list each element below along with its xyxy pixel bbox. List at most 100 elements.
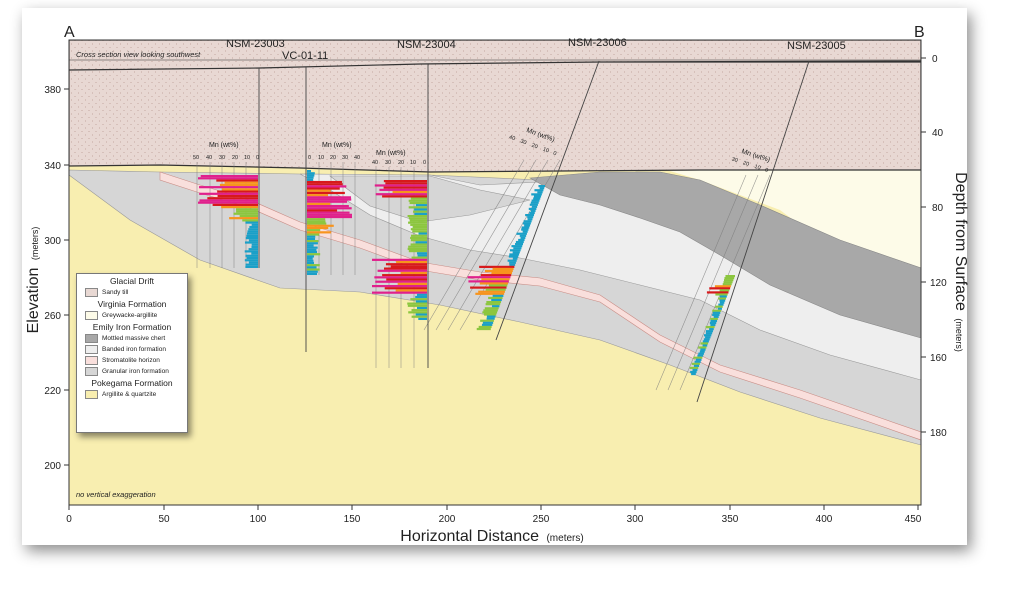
mn-bar-vc-01-11 (307, 205, 349, 208)
mn-bar-nsm-23005 (703, 338, 710, 341)
mn-bar-vc-01-11 (307, 198, 352, 201)
x-tick-250: 250 (533, 514, 550, 525)
mn-bar-nsm-23004 (407, 215, 427, 218)
mn-bar-nsm-23005 (698, 346, 707, 349)
mn-bar-nsm-23006 (479, 265, 515, 268)
mn-bar-nsm-23005 (712, 309, 722, 312)
mn-bar-nsm-23005 (719, 295, 727, 298)
mn-bar-vc-01-11 (307, 174, 315, 177)
svg-text:20: 20 (330, 155, 336, 161)
mn-bar-nsm-23006 (486, 301, 501, 304)
mn-bar-nsm-23005 (715, 293, 728, 296)
mn-bar-nsm-23003 (245, 265, 258, 268)
mn-bar-nsm-23005 (705, 326, 715, 329)
drillhole-name-vc-01-11: VC-01-11 (282, 50, 328, 62)
mn-bar-nsm-23004 (372, 285, 427, 288)
mn-bar-nsm-23003 (244, 241, 258, 244)
mn-bar-nsm-23004 (385, 263, 427, 266)
mn-bar-nsm-23006 (467, 276, 511, 279)
mn-bar-nsm-23006 (529, 203, 538, 206)
mn-bar-nsm-23005 (706, 291, 729, 294)
mn-bar-nsm-23004 (410, 228, 427, 231)
mn-bar-nsm-23003 (251, 252, 258, 255)
mn-bar-nsm-23006 (491, 272, 512, 275)
legend-group-title-emily: Emily Iron Formation (92, 322, 172, 332)
mn-bar-nsm-23006 (480, 274, 512, 277)
mn-bar-nsm-23004 (411, 234, 427, 237)
mn-bar-nsm-23006 (515, 240, 524, 244)
mn-bar-nsm-23004 (417, 254, 427, 257)
mn-bar-nsm-23004 (416, 293, 427, 296)
mn-bar-nsm-23004 (410, 236, 427, 240)
mn-bar-nsm-23006 (508, 255, 519, 258)
drillhole-name-nsm-23005: NSM-23005 (787, 40, 846, 52)
mn-bar-vc-01-11 (307, 266, 317, 269)
mn-bar-vc-01-11 (307, 185, 347, 188)
y-tick-260: 260 (44, 311, 61, 322)
mn-bar-nsm-23005 (714, 285, 731, 288)
legend-label-granular: Granular iron formation (102, 368, 169, 375)
mn-bar-nsm-23006 (531, 205, 538, 208)
mn-bar-nsm-23006 (512, 257, 518, 260)
depth-tick-80: 80 (932, 203, 944, 214)
svg-text:30: 30 (342, 155, 348, 161)
mn-bar-nsm-23006 (518, 238, 525, 242)
mn-bar-nsm-23003 (199, 192, 258, 195)
depth-tick-160: 160 (930, 353, 947, 364)
mn-bar-nsm-23004 (382, 274, 427, 277)
mn-bar-nsm-23006 (468, 280, 509, 283)
mn-bar-nsm-23003 (199, 199, 258, 202)
mn-bar-nsm-23006 (520, 236, 526, 239)
mn-bar-nsm-23003 (248, 239, 258, 242)
mn-bar-nsm-23005 (695, 358, 702, 361)
mn-bar-nsm-23003 (198, 201, 258, 204)
mn-bar-nsm-23004 (408, 199, 427, 202)
mn-bar-vc-01-11 (307, 242, 318, 245)
svg-text:10: 10 (410, 160, 416, 166)
sandy-till (69, 40, 921, 173)
mn-bar-vc-01-11 (307, 220, 326, 223)
mn-bar-nsm-23006 (488, 284, 508, 287)
svg-text:0: 0 (423, 160, 426, 166)
mn-bar-nsm-23005 (719, 301, 725, 304)
mn-bar-nsm-23004 (383, 267, 427, 270)
mn-bar-nsm-23004 (408, 221, 427, 224)
mn-bar-vc-01-11 (307, 259, 314, 262)
x-tick-350: 350 (722, 514, 739, 525)
mn-bar-vc-01-11 (307, 207, 352, 210)
mn-bar-vc-01-11 (307, 237, 316, 241)
mn-bar-nsm-23005 (705, 336, 711, 339)
mn-bar-nsm-23004 (418, 232, 427, 235)
mn-bar-nsm-23006 (509, 253, 520, 256)
mn-bar-nsm-23006 (516, 232, 527, 235)
mn-bar-nsm-23003 (251, 223, 258, 226)
bottom-axis-labels: 0 50 100 150 200 250 300 350 400 450 (66, 514, 922, 525)
mn-bar-nsm-23004 (407, 302, 427, 305)
mn-bar-nsm-23003 (224, 181, 258, 184)
legend-item-banded: Banded iron formation (85, 345, 187, 354)
mn-bar-nsm-23005 (702, 340, 709, 343)
mn-bar-nsm-23006 (531, 193, 542, 196)
scale-line-nsm-23006-3 (423, 159, 525, 331)
mn-bar-nsm-23004 (413, 210, 427, 213)
mn-bar-nsm-23005 (709, 321, 717, 325)
mn-bar-nsm-23004 (412, 225, 427, 229)
mn-bar-vc-01-11 (307, 202, 331, 206)
mn-bar-nsm-23006 (479, 282, 509, 285)
mn-ticks-nsm-23003: 50 40 30 20 10 0 (193, 155, 259, 161)
mn-bar-vc-01-11 (307, 178, 314, 181)
svg-text:40: 40 (206, 155, 212, 161)
mn-bar-vc-01-11 (307, 170, 311, 173)
mn-bar-nsm-23006 (492, 305, 500, 308)
mn-bar-vc-01-11 (307, 180, 342, 184)
mn-bar-vc-01-11 (307, 255, 315, 258)
mn-bar-nsm-23004 (412, 230, 427, 233)
mn-bar-vc-01-11 (307, 189, 331, 192)
mn-bar-nsm-23005 (697, 354, 704, 357)
x-axis-title: Horizontal Distance (meters) (400, 528, 583, 545)
mn-bar-vc-01-11 (307, 244, 314, 247)
left-axis-ticks (64, 88, 69, 466)
mn-bar-nsm-23006 (481, 323, 493, 326)
x-tick-100: 100 (250, 514, 267, 525)
x-axis-unit: (meters) (546, 533, 583, 544)
